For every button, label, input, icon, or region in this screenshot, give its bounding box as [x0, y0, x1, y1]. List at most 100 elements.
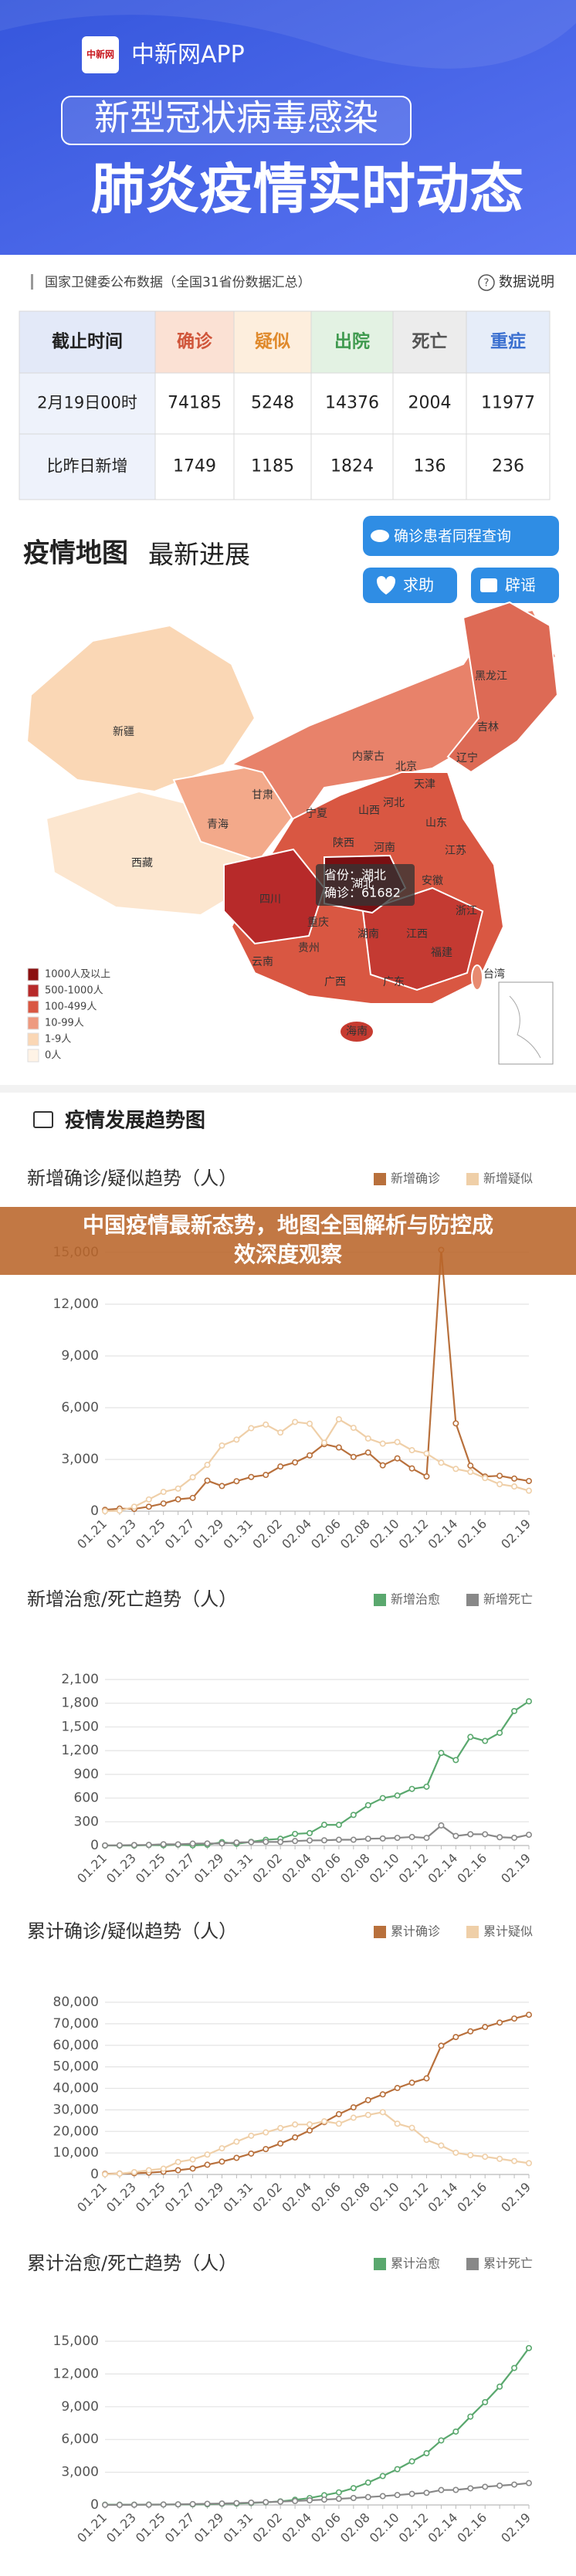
source-link[interactable]: 数据说明: [499, 274, 554, 290]
data-point: [160, 2165, 167, 2172]
x-tick-label: 01.31: [220, 1517, 256, 1552]
y-tick-label: 30,000: [53, 2102, 99, 2117]
inset-box: [498, 981, 554, 1065]
province-label: 宁夏: [306, 807, 327, 820]
button-text[interactable]: 求助: [403, 576, 434, 595]
data-point: [292, 2121, 299, 2128]
button-text[interactable]: 辟谣: [505, 576, 536, 595]
data-point: [511, 1483, 518, 1490]
data-point: [160, 1489, 167, 1496]
header-wave: [0, 0, 576, 69]
data-point: [160, 2501, 167, 2508]
table-cell-bg: [310, 372, 394, 435]
province-shape: [25, 624, 256, 793]
data-point: [496, 1473, 503, 1480]
province-label: 江苏: [445, 845, 466, 857]
legend-swatch: [466, 1926, 479, 1938]
x-tick-label: 01.25: [133, 1517, 168, 1552]
data-point: [496, 2482, 503, 2489]
legend-label: 累计治愈: [391, 2256, 440, 2271]
data-point: [145, 2501, 152, 2508]
province-label: 内蒙古: [352, 751, 385, 763]
data-point: [423, 2075, 430, 2082]
data-point: [467, 2485, 474, 2492]
x-tick-label: 02.12: [396, 2510, 432, 2546]
button-icon: [371, 530, 389, 542]
province-label: 新疆: [113, 726, 134, 738]
x-tick-label: 01.25: [133, 2510, 168, 2546]
x-tick-label: 02.16: [454, 2510, 490, 2546]
province-label: 重庆: [307, 917, 329, 929]
province-label: 吉林: [477, 721, 499, 734]
data-point: [379, 1795, 386, 1802]
source-bar: [31, 274, 33, 290]
data-point: [116, 2170, 123, 2177]
button-icon: [377, 576, 395, 595]
data-point: [496, 2383, 503, 2390]
data-point: [248, 2499, 255, 2506]
y-tick-label: 6,000: [61, 1400, 99, 1415]
y-tick-label: 10,000: [53, 2145, 99, 2161]
series-line: [104, 1418, 530, 1513]
data-point: [263, 2129, 269, 2136]
data-point: [130, 2169, 137, 2176]
data-point: [263, 2499, 269, 2506]
data-point: [335, 1416, 342, 1423]
data-point: [219, 2500, 225, 2507]
data-point: [496, 1481, 503, 1488]
x-tick-label: 02.16: [454, 1851, 490, 1886]
table-header-cell: [233, 310, 312, 374]
data-point: [350, 2485, 357, 2492]
x-tick-label: 01.23: [103, 1851, 139, 1886]
data-point: [408, 2079, 415, 2086]
legend-label: 累计死亡: [483, 2256, 533, 2271]
province-label: 贵州: [298, 942, 320, 954]
province-label: 天津: [414, 778, 435, 791]
map-legend-swatch: [27, 1032, 39, 1046]
y-tick-label: 0: [90, 2167, 99, 2182]
province-shape: [223, 848, 326, 945]
data-point: [496, 2155, 503, 2162]
data-point: [350, 2114, 357, 2121]
data-point: [320, 1439, 327, 1446]
data-point: [467, 1469, 474, 1476]
x-tick-label: 02.10: [367, 1851, 402, 1886]
button-bg[interactable]: [363, 516, 559, 556]
map-legend-swatch: [27, 1016, 39, 1030]
y-tick-label: 2,100: [61, 1672, 99, 1687]
data-point: [394, 2120, 401, 2127]
data-point: [525, 2012, 532, 2018]
data-point: [394, 2085, 401, 2092]
province-label: 福建: [431, 947, 452, 959]
data-point: [438, 1459, 445, 1466]
table-cell-bg: [19, 433, 156, 500]
table-header: 死亡: [412, 331, 448, 352]
x-tick-label: 02.19: [498, 1517, 534, 1552]
data-point: [116, 1507, 123, 1514]
banner-text: 中国疫情最新态势，地图全国解析与防控成: [83, 1212, 493, 1238]
button-bg[interactable]: [471, 568, 559, 603]
data-point: [438, 1750, 445, 1757]
data-point: [248, 2150, 255, 2157]
legend-label: 累计确诊: [391, 1924, 440, 1939]
data-point: [335, 2120, 342, 2127]
data-point: [277, 1429, 284, 1436]
button-text[interactable]: 确诊患者同程查询: [394, 528, 511, 545]
data-point: [204, 2151, 211, 2158]
data-point: [482, 2483, 489, 2490]
logo-text: 中新网: [86, 49, 114, 60]
data-point: [511, 1475, 518, 1482]
data-point: [233, 2138, 240, 2145]
y-tick-label: 9,000: [61, 2399, 99, 2415]
x-tick-label: 02.02: [249, 2180, 285, 2215]
data-point: [233, 1436, 240, 1443]
data-point: [394, 1455, 401, 1462]
x-tick-label: 02.12: [396, 1851, 432, 1886]
data-point: [438, 1822, 445, 1829]
data-point: [511, 2015, 518, 2022]
data-point: [452, 1757, 459, 1764]
data-point: [174, 1485, 181, 1492]
data-point: [452, 1832, 459, 1839]
table-header: 疑似: [255, 331, 290, 352]
